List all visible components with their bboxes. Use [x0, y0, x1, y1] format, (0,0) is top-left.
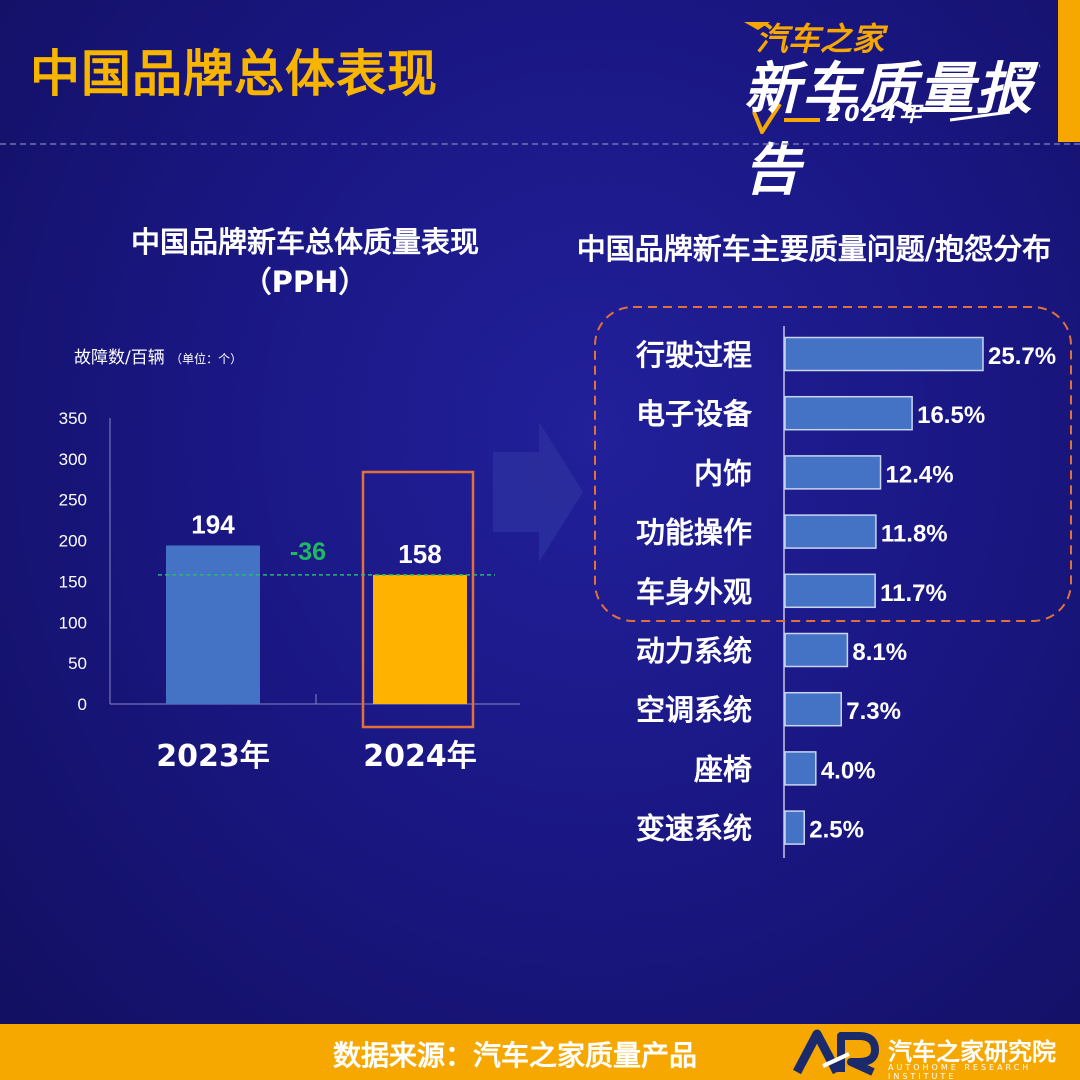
ar-logo-icon	[793, 1029, 879, 1076]
y-tick-label: 150	[59, 572, 87, 591]
hbar-data-label: 7.3%	[846, 698, 901, 725]
org-name: 汽车之家研究院	[888, 1038, 1056, 1066]
bar-data-label: 158	[398, 539, 441, 569]
y-tick-label: 100	[59, 613, 87, 632]
hbar-data-label: 12.4%	[886, 461, 954, 488]
hbar-data-label: 2.5%	[809, 817, 864, 844]
left-chart-subtitle: （PPH）	[242, 265, 368, 299]
y-tick-label: 350	[59, 409, 87, 428]
category-label: 内饰	[694, 456, 752, 490]
data-source: 数据来源：汽车之家质量产品	[333, 1039, 698, 1072]
category-label: 车身外观	[636, 575, 752, 609]
category-label: 功能操作	[636, 516, 752, 550]
category-label: 行驶过程	[635, 338, 752, 372]
right-arrow-icon	[493, 422, 583, 562]
hbar-data-label: 16.5%	[917, 402, 985, 429]
difference-annotation: -36	[290, 538, 326, 566]
pph-bar-chart: 0 50 100 150 200 250 300 350 194 2023年 158 2024年 -36	[59, 409, 520, 774]
issue-distribution-chart: 行驶过程 25.7% 电子设备 16.5% 内饰 12.4% 功能操作 11.8% 车身外观 11…	[594, 306, 1072, 858]
hbar-data-label: 8.1%	[852, 639, 907, 666]
hbar-data-label: 11.8%	[881, 521, 948, 548]
hbar-变速系统	[784, 810, 806, 845]
header-divider	[0, 143, 1080, 145]
footer: 数据来源：汽车之家质量产品 汽车之家研究院 AUTOHOME RESEARCH …	[0, 1024, 1080, 1080]
y-tick-label: 300	[59, 450, 87, 469]
category-label: 电子设备	[636, 397, 753, 431]
hbar-data-label: 25.7%	[988, 343, 1056, 370]
left-chart-title: 中国品牌新车总体质量表现 （PPH）	[60, 222, 550, 302]
category-label: 空调系统	[636, 693, 752, 727]
category-label: 变速系统	[636, 812, 752, 846]
right-chart-title: 中国品牌新车主要质量问题/抱怨分布	[576, 232, 1052, 266]
hbar-内饰	[784, 455, 882, 490]
hbar-data-label: 11.7%	[880, 580, 947, 607]
y-tick-label: 250	[59, 491, 87, 510]
org-name-en: AUTOHOME RESEARCH INSTITUTE	[888, 1063, 1032, 1080]
highlight-box-2024	[361, 470, 475, 729]
bar-2023年	[166, 545, 260, 704]
logo-line2: 新车质量报告	[744, 57, 1034, 203]
hbar-空调系统	[784, 691, 842, 727]
y-axis-label-text: 故障数/百辆	[74, 348, 165, 368]
hbar-车身外观	[784, 573, 876, 609]
category-label: 座椅	[694, 752, 752, 786]
category-label: 动力系统	[636, 634, 752, 668]
x-category-label: 2023年	[156, 739, 270, 774]
bar-2024年	[373, 574, 467, 704]
logo-line1: 汽车之家	[756, 20, 885, 58]
hbar-座椅	[784, 751, 817, 786]
y-axis-unit: （单位：个）	[170, 352, 243, 366]
hbar-电子设备	[784, 395, 913, 431]
top5-highlight-box	[594, 306, 1072, 622]
y-axis-label: 故障数/百辆 （单位：个）	[74, 343, 242, 368]
report-logo: 汽车之家 新车质量报告 2024年	[740, 8, 1050, 203]
y-tick-label: 50	[68, 654, 87, 673]
bar-data-label: 194	[191, 509, 235, 539]
page-title: 中国品牌总体表现	[30, 45, 438, 103]
hbar-行驶过程	[784, 336, 984, 372]
logo-swoosh-icon	[744, 22, 1041, 134]
logo-line3: 2024年	[826, 102, 925, 127]
accent-strip	[1058, 0, 1080, 142]
left-chart-title-main: 中国品牌新车总体质量表现	[130, 225, 479, 259]
y-tick-label: 200	[59, 532, 87, 551]
hbar-data-label: 4.0%	[821, 757, 876, 784]
hbar-动力系统	[784, 632, 849, 668]
y-tick-label: 0	[78, 695, 87, 714]
hbar-功能操作	[784, 514, 877, 549]
x-category-label: 2024年	[363, 739, 477, 774]
